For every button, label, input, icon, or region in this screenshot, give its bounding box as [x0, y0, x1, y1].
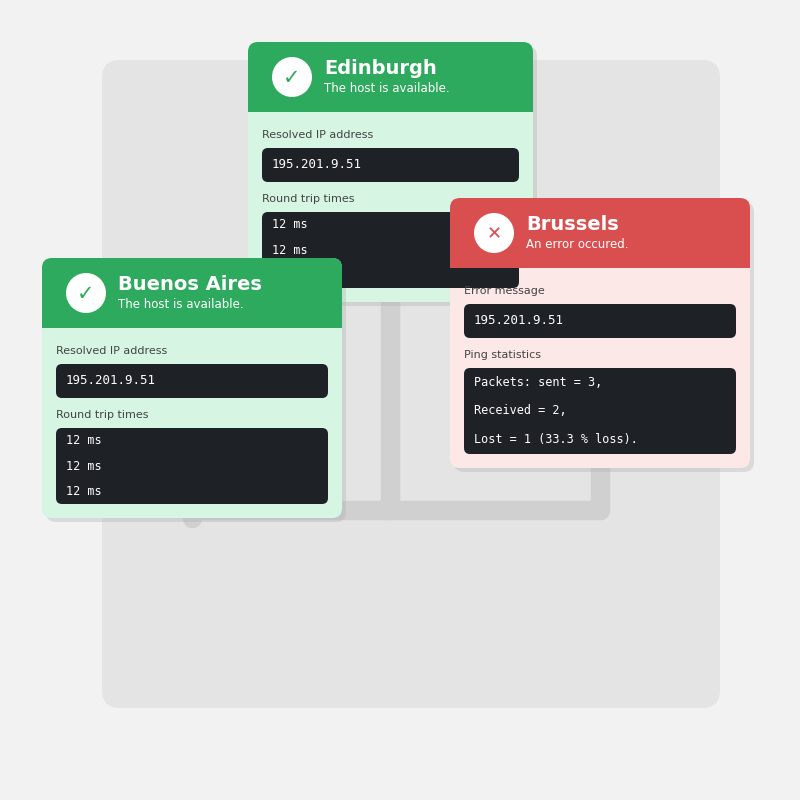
Text: 195.201.9.51: 195.201.9.51	[66, 374, 156, 387]
Text: 12 ms: 12 ms	[66, 485, 102, 498]
Text: Lost = 1 (33.3 % loss).: Lost = 1 (33.3 % loss).	[474, 433, 638, 446]
Text: Resolved IP address: Resolved IP address	[262, 130, 374, 140]
FancyBboxPatch shape	[46, 262, 346, 522]
Text: Error message: Error message	[464, 286, 545, 296]
Text: ✕: ✕	[486, 225, 502, 243]
Bar	[248, 102, 533, 112]
Text: The host is available.: The host is available.	[118, 298, 244, 311]
Text: 12 ms: 12 ms	[66, 459, 102, 473]
Text: Brussels: Brussels	[526, 214, 618, 234]
Text: The host is available.: The host is available.	[324, 82, 450, 95]
FancyBboxPatch shape	[262, 212, 519, 288]
Bar	[42, 318, 342, 328]
Text: Ping statistics: Ping statistics	[464, 350, 541, 360]
FancyBboxPatch shape	[454, 202, 754, 472]
Text: 12 ms: 12 ms	[66, 434, 102, 447]
Text: 12 ms: 12 ms	[272, 218, 308, 231]
FancyBboxPatch shape	[252, 46, 537, 306]
Text: Resolved IP address: Resolved IP address	[56, 346, 167, 356]
FancyBboxPatch shape	[56, 364, 328, 398]
Circle shape	[272, 57, 312, 97]
FancyBboxPatch shape	[464, 368, 736, 454]
Text: ✓: ✓	[78, 284, 94, 304]
Text: Round trip times: Round trip times	[56, 410, 149, 420]
Text: Buenos Aires: Buenos Aires	[118, 274, 262, 294]
Text: ✓: ✓	[283, 68, 301, 88]
FancyBboxPatch shape	[248, 42, 533, 112]
FancyBboxPatch shape	[262, 148, 519, 182]
FancyBboxPatch shape	[450, 198, 750, 268]
Text: Round trip times: Round trip times	[262, 194, 354, 204]
FancyBboxPatch shape	[102, 60, 720, 708]
FancyBboxPatch shape	[42, 258, 342, 328]
Text: Received = 2,: Received = 2,	[474, 405, 566, 418]
Text: Packets: sent = 3,: Packets: sent = 3,	[474, 376, 602, 389]
FancyBboxPatch shape	[42, 258, 342, 518]
FancyBboxPatch shape	[56, 428, 328, 504]
Circle shape	[474, 213, 514, 253]
FancyBboxPatch shape	[248, 42, 533, 302]
Bar	[450, 258, 750, 268]
Text: 12 ms: 12 ms	[272, 269, 308, 282]
FancyBboxPatch shape	[450, 198, 750, 468]
Text: 195.201.9.51: 195.201.9.51	[272, 158, 362, 171]
Text: 12 ms: 12 ms	[272, 243, 308, 257]
FancyBboxPatch shape	[464, 304, 736, 338]
Circle shape	[66, 273, 106, 313]
Text: An error occured.: An error occured.	[526, 238, 629, 251]
Text: 195.201.9.51: 195.201.9.51	[474, 314, 564, 327]
Text: Edinburgh: Edinburgh	[324, 58, 437, 78]
